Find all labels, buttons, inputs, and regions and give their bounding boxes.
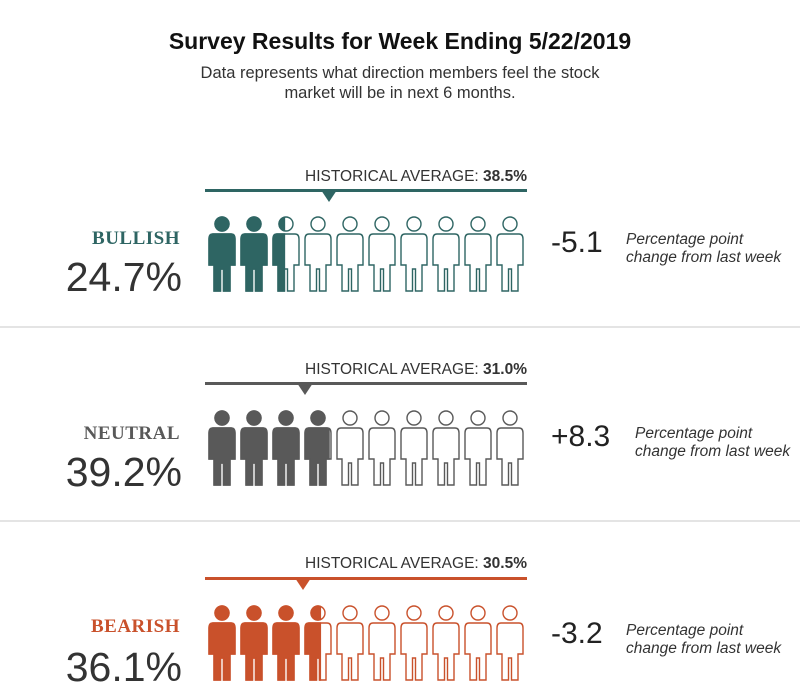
person-icon-outline [304, 216, 332, 292]
person-icon-outline [464, 216, 492, 292]
person-icon-outline [336, 605, 364, 681]
section-divider [0, 520, 800, 522]
weekly-change-value: -3.2 [551, 617, 603, 650]
person-icon [208, 605, 236, 681]
historical-average-label: HISTORICAL AVERAGE: 38.5% [205, 168, 527, 186]
person-icon-outline [432, 410, 460, 486]
person-icon [240, 410, 268, 486]
historical-average-value: 30.5% [483, 555, 527, 572]
person-icon-outline [368, 410, 396, 486]
category-label: NEUTRAL [83, 423, 180, 444]
person-icon-outline [400, 410, 428, 486]
historical-average-value: 31.0% [483, 361, 527, 378]
person-icon [432, 216, 460, 292]
chart-title: Survey Results for Week Ending 5/22/2019 [168, 28, 632, 54]
people-pictograph [208, 216, 524, 292]
person-icon-fill [272, 410, 300, 486]
weekly-change-note: Percentage point change from last week [635, 425, 791, 460]
person-icon-outline [400, 605, 428, 681]
person-icon [368, 410, 396, 486]
person-icon [336, 605, 364, 681]
person-icon [464, 410, 492, 486]
person-icon [496, 605, 524, 681]
person-icon-outline [368, 216, 396, 292]
historical-average-prefix: HISTORICAL AVERAGE: [305, 361, 479, 378]
historical-average-prefix: HISTORICAL AVERAGE: [305, 555, 479, 572]
person-icon-outline [336, 216, 364, 292]
person-icon [336, 216, 364, 292]
person-icon [496, 216, 524, 292]
person-icon-fill [272, 605, 300, 681]
category-label: BULLISH [92, 228, 180, 249]
person-icon-fill [208, 216, 236, 292]
person-icon [496, 410, 524, 486]
person-icon-outline [432, 216, 460, 292]
historical-average-prefix: HISTORICAL AVERAGE: [305, 168, 479, 185]
person-icon [400, 410, 428, 486]
person-icon-outline [400, 216, 428, 292]
historical-average-marker [295, 578, 312, 590]
category-percentage: 24.7% [65, 254, 182, 300]
person-icon-fill [240, 216, 268, 292]
person-icon [432, 605, 460, 681]
person-icon [208, 410, 236, 486]
person-icon-outline [432, 605, 460, 681]
chart-subtitle: Data represents what direction members f… [200, 64, 600, 102]
person-icon [400, 216, 428, 292]
person-icon [464, 216, 492, 292]
person-icon [368, 605, 396, 681]
person-icon [464, 605, 492, 681]
person-icon-outline [496, 410, 524, 486]
person-icon [304, 605, 332, 681]
historical-average-line [205, 577, 527, 580]
historical-average-marker [320, 190, 337, 202]
person-icon-outline [464, 605, 492, 681]
weekly-change-value: +8.3 [551, 420, 611, 453]
people-pictograph [208, 605, 524, 681]
person-icon-outline [368, 605, 396, 681]
historical-average-marker [296, 383, 313, 395]
person-icon [272, 605, 300, 681]
person-icon [240, 216, 268, 292]
person-icon-fill [240, 605, 268, 681]
category-label: BEARISH [90, 616, 180, 637]
category-percentage: 39.2% [65, 449, 182, 495]
person-icon [336, 410, 364, 486]
person-icon-outline [336, 410, 364, 486]
person-icon-fill [208, 410, 236, 486]
person-icon-outline [496, 605, 524, 681]
historical-average-label: HISTORICAL AVERAGE: 30.5% [205, 555, 527, 573]
historical-average-value: 38.5% [483, 168, 527, 185]
person-icon-fill [240, 410, 268, 486]
people-pictograph [208, 410, 524, 486]
person-icon-outline [496, 216, 524, 292]
historical-average-line [205, 189, 527, 192]
person-icon [272, 216, 300, 292]
historical-average-line [205, 382, 527, 385]
weekly-change-note: Percentage point change from last week [626, 622, 782, 657]
person-icon-fill [272, 216, 286, 292]
category-percentage: 36.1% [65, 644, 182, 690]
person-icon-fill [208, 605, 236, 681]
person-icon [240, 605, 268, 681]
person-icon [272, 410, 300, 486]
person-icon-fill [304, 605, 322, 681]
weekly-change-note: Percentage point change from last week [626, 231, 782, 266]
person-icon [304, 216, 332, 292]
section-divider [0, 326, 800, 328]
person-icon [432, 410, 460, 486]
person-icon [208, 216, 236, 292]
person-icon [368, 216, 396, 292]
weekly-change-value: -5.1 [551, 226, 603, 259]
historical-average-label: HISTORICAL AVERAGE: 31.0% [205, 361, 527, 379]
person-icon-outline [464, 410, 492, 486]
person-icon-fill [304, 410, 330, 486]
person-icon [304, 410, 332, 486]
person-icon [400, 605, 428, 681]
